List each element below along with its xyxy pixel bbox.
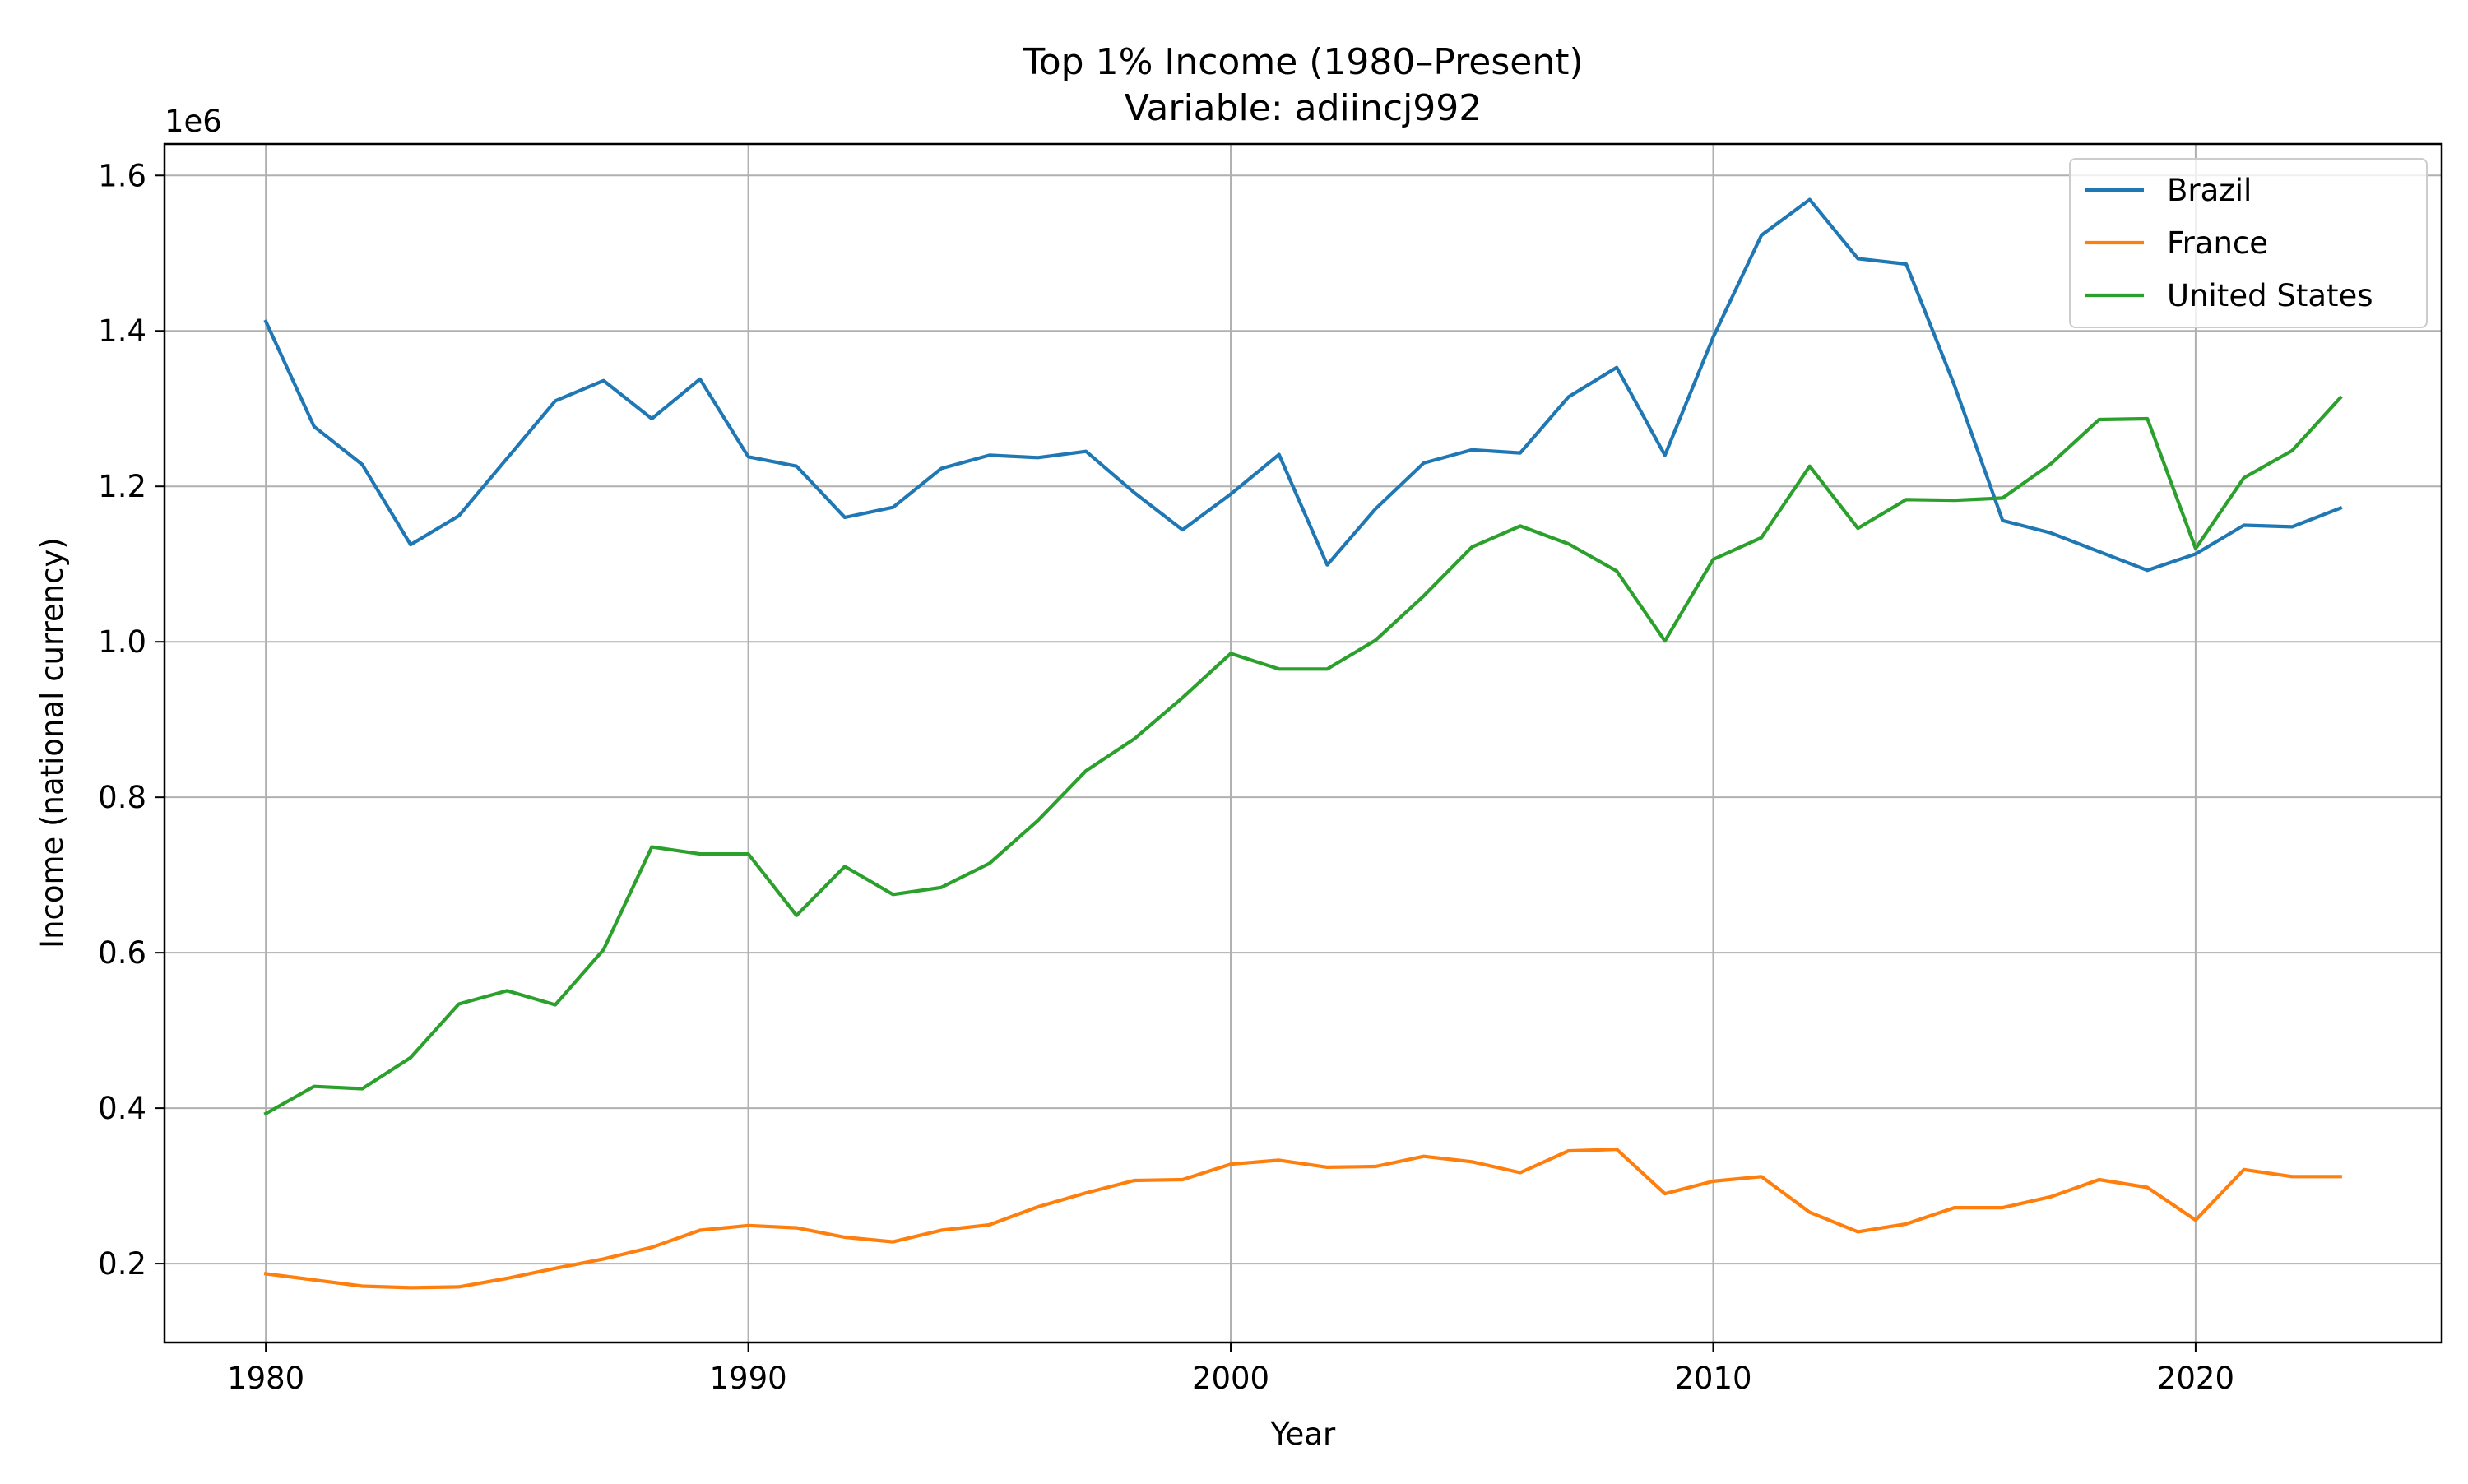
legend-label-united-states: United States: [2167, 278, 2373, 313]
x-axis-label: Year: [1270, 1417, 1336, 1452]
series-line-united-states: [263, 395, 2343, 1116]
y-tick-label: 0.4: [98, 1091, 146, 1126]
y-tick-label: 1.4: [98, 313, 146, 349]
y-tick-label: 1.2: [98, 469, 146, 504]
grid-lines: [165, 144, 2442, 1343]
legend-label-brazil: Brazil: [2167, 173, 2252, 208]
x-tick-label: 2010: [1674, 1361, 1751, 1396]
y-offset-label: 1e6: [165, 104, 222, 139]
legend: Brazil France United States: [2069, 158, 2428, 328]
legend-frame: [2069, 158, 2428, 328]
x-tick-label: 1980: [227, 1361, 304, 1396]
y-tick-label: 0.8: [98, 780, 146, 815]
x-tick-label: 1990: [710, 1361, 787, 1396]
legend-label-france: France: [2167, 225, 2268, 261]
x-axis-ticks: 1980 1990 2000 2010 2020: [227, 1343, 2234, 1396]
y-tick-label: 1.6: [98, 158, 146, 193]
y-tick-label: 0.2: [98, 1246, 146, 1282]
plot-frame: [163, 142, 2443, 1344]
y-axis-ticks: 0.2 0.4 0.6 0.8 1.0 1.2 1.4 1.6: [98, 158, 165, 1282]
y-axis-label: Income (national currency): [35, 537, 70, 948]
y-tick-label: 0.6: [98, 935, 146, 971]
x-tick-label: 2020: [2157, 1361, 2234, 1396]
series-line-france: [263, 1148, 2342, 1290]
series-lines: [263, 197, 2343, 1290]
chart-title: Top 1% Income (1980–Present): [1022, 41, 1583, 83]
x-tick-label: 2000: [1192, 1361, 1269, 1396]
y-tick-label: 1.0: [98, 624, 146, 660]
chart-subtitle: Variable: adiincj992: [1125, 87, 1482, 129]
